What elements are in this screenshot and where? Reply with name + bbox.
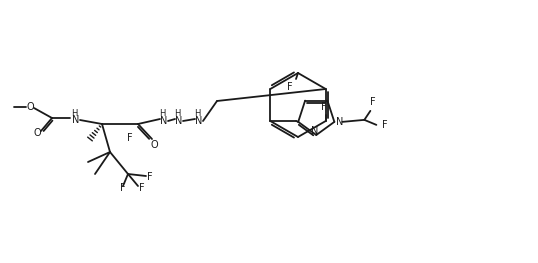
Text: H: H [194,109,200,118]
Text: F: F [147,172,153,182]
Text: N: N [72,115,80,125]
Text: F: F [370,97,375,107]
Text: F: F [120,183,126,193]
Text: F: F [381,120,387,130]
Text: N: N [336,117,343,127]
Text: N: N [175,116,183,126]
Text: O: O [33,128,41,138]
Text: H: H [174,109,180,118]
Text: H: H [71,109,77,118]
Text: N: N [160,116,168,126]
Text: F: F [127,133,133,143]
Text: F: F [321,102,327,112]
Text: F: F [139,183,145,193]
Text: N: N [195,116,203,126]
Text: O: O [150,140,158,150]
Text: H: H [159,109,165,118]
Text: O: O [26,102,34,112]
Text: F: F [287,82,293,92]
Text: N: N [310,126,318,136]
